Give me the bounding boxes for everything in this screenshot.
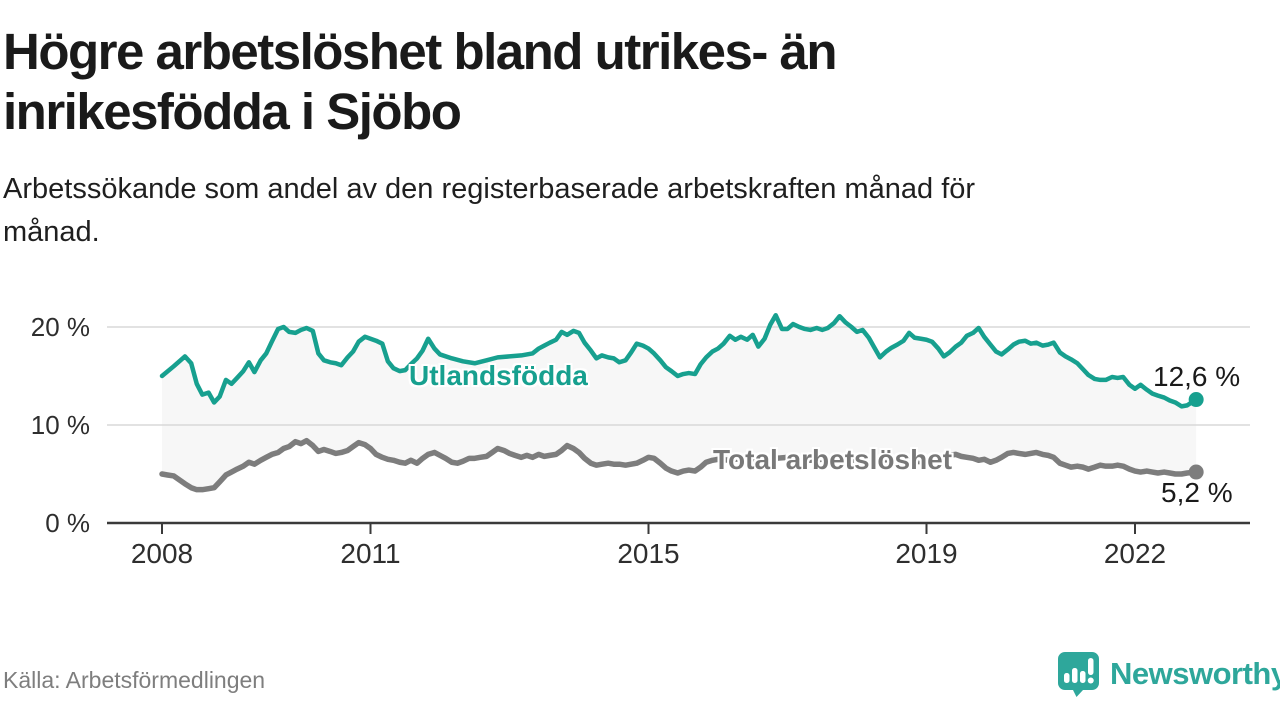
- page-title-line1: Högre arbetslöshet bland utrikes- än: [3, 23, 838, 80]
- chart-subtitle: Arbetssökande som andel av den registerb…: [3, 168, 1203, 254]
- x-axis-label-2022: 2022: [1103, 538, 1167, 569]
- end-value-label-total-arbetsloshet: 5,2 %: [1161, 477, 1233, 508]
- chart-subtitle-line2: månad.: [3, 216, 100, 248]
- between-lines-area: [162, 315, 1197, 490]
- x-axis-label-2019: 2019: [895, 538, 958, 569]
- series-line-total-arbetsloshet: [159, 437, 1199, 493]
- source-note: Källa: Arbetsförmedlingen: [3, 667, 266, 693]
- page-title: Högre arbetslöshet bland utrikes- än inri…: [3, 22, 1103, 142]
- y-axis-label-20: 20 %: [30, 312, 90, 342]
- x-axis-label-2011: 2011: [340, 538, 401, 569]
- series-line-utlandsfodda: [159, 312, 1199, 409]
- newsworthy-wordmark: Newsworthy: [1110, 655, 1280, 691]
- x-axis-label-2008: 2008: [130, 538, 194, 569]
- y-axis-label-0: 0 %: [45, 508, 90, 538]
- page-title-line2: inrikesfödda i Sjöbo: [3, 83, 462, 140]
- end-dot-total-arbetsloshet: [1188, 464, 1204, 480]
- newsworthy-logo: Newsworthy: [1056, 650, 1280, 697]
- end-value-label-utlandsfodda: 12,6 %: [1153, 361, 1241, 392]
- y-axis-label-10: 10 %: [30, 410, 90, 440]
- chart-subtitle-line1: Arbetssökande som andel av den registerb…: [3, 173, 976, 205]
- x-axis-label-2015: 2015: [617, 538, 680, 569]
- series-label-utlandsfodda: Utlandsfödda: [409, 360, 588, 391]
- end-dot-utlandsfodda: [1188, 392, 1204, 408]
- newsworthy-logo-icon: [1056, 650, 1101, 697]
- series-label-total-arbetsloshet: Total arbetslöshet: [713, 444, 953, 475]
